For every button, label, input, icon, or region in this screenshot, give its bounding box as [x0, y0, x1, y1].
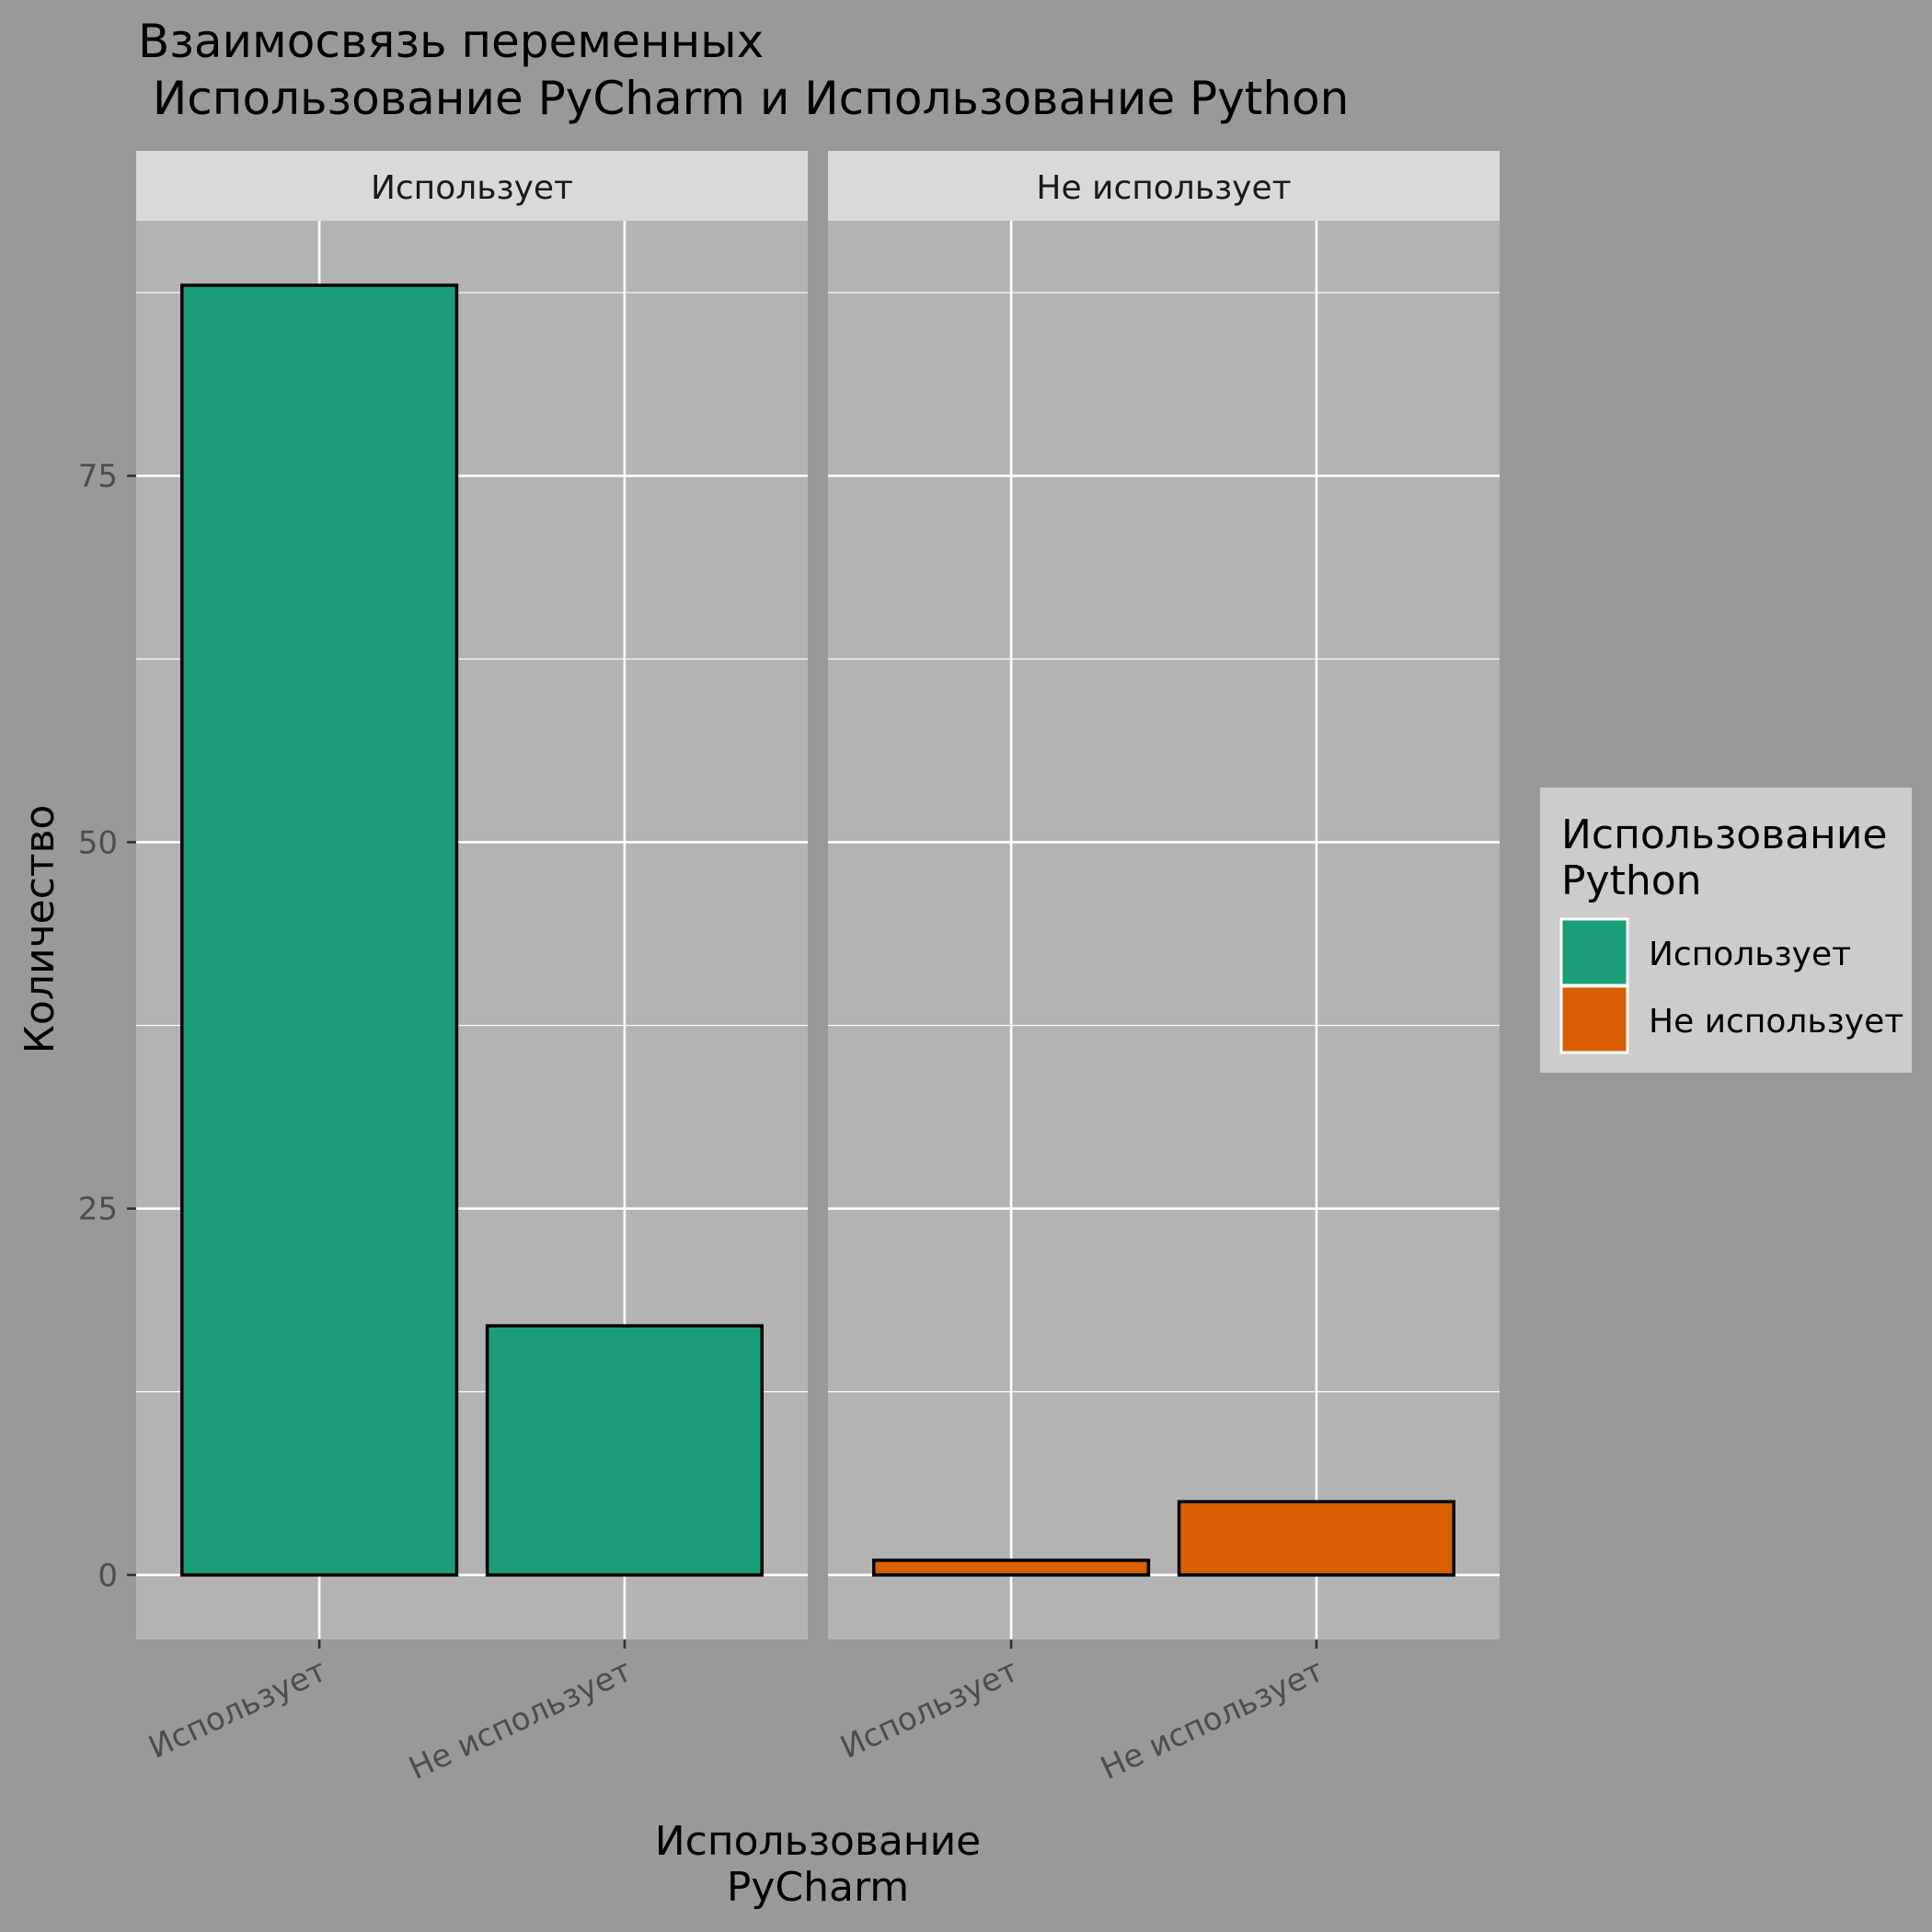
y-tick-label: 75 [78, 458, 118, 495]
chart-title-line2: Использование PyCharm и Использование Py… [138, 72, 1349, 125]
facet-panel-uses: Использует Использует Не использует [136, 151, 808, 1788]
bar [180, 283, 459, 1577]
facet-panel-not-uses: Не использует Использует Не использует [828, 151, 1500, 1788]
y-axis: 0 25 50 75 [78, 458, 136, 1594]
legend: Использование Python Использует Не испол… [1540, 788, 1912, 1073]
y-tick-label: 50 [78, 824, 118, 861]
legend-label-uses: Использует [1649, 936, 1851, 973]
y-tick-label: 25 [78, 1191, 118, 1228]
legend-key-not-uses [1559, 984, 1629, 1054]
x-axis-title-line2: PyCharm [727, 1864, 909, 1911]
facet-strip-label-uses: Использует [371, 169, 573, 207]
y-axis-title: Количество [17, 805, 63, 1054]
facet-strip-uses [136, 151, 808, 221]
gridlines-not-uses [828, 221, 1500, 1639]
x-axis-title-line1: Использование [655, 1818, 982, 1865]
bar [872, 1558, 1151, 1577]
facet-strip-not-uses [828, 151, 1500, 221]
bar [1177, 1500, 1455, 1577]
bars-not-uses [872, 1500, 1455, 1577]
facet-strip-label-not-uses: Не использует [1036, 169, 1291, 207]
bars-uses [180, 283, 764, 1577]
chart-title-line1: Взаимосвязь переменных [138, 15, 764, 68]
legend-title-line1: Использование [1561, 811, 1888, 858]
legend-key-uses [1559, 917, 1629, 987]
panel-background-not-uses [828, 221, 1500, 1639]
bar [485, 1324, 764, 1577]
y-tick-label: 0 [98, 1558, 118, 1594]
legend-label-not-uses: Не использует [1649, 1003, 1903, 1041]
legend-title-line2: Python [1561, 857, 1702, 904]
